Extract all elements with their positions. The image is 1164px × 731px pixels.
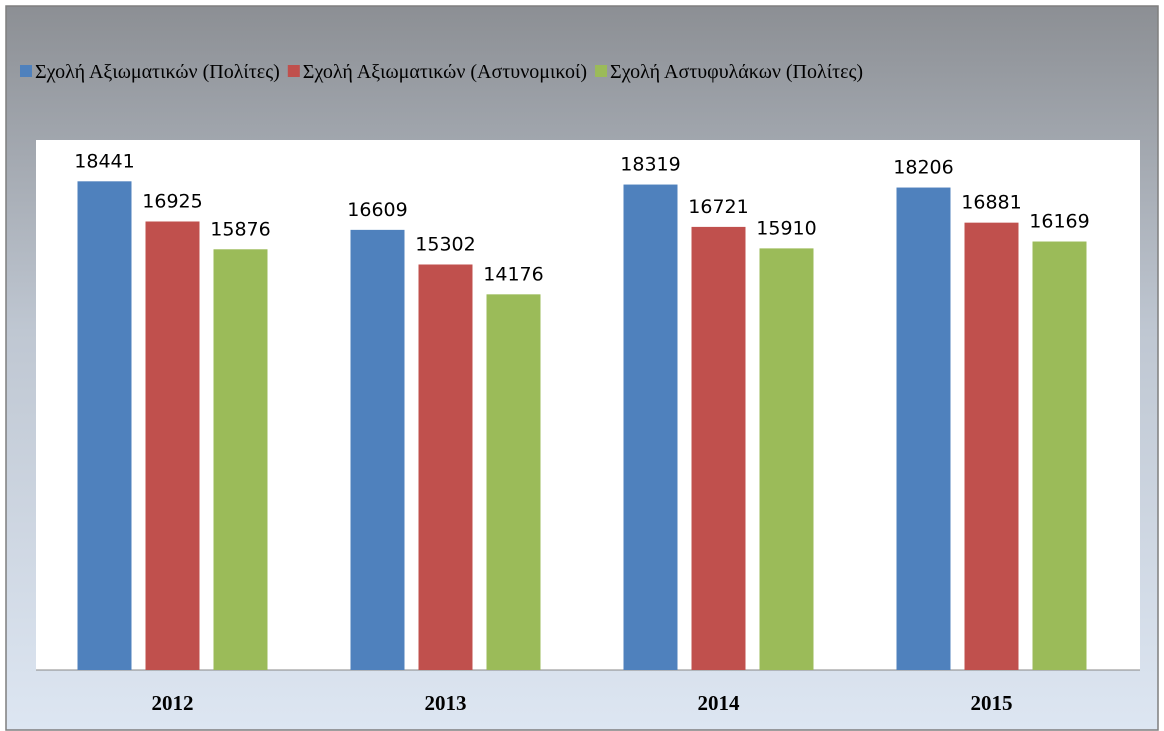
x-tick-label: 2012 xyxy=(152,691,194,715)
legend-label: Σχολή Αξιωματικών (Πολίτες) xyxy=(35,61,280,83)
legend-swatch xyxy=(595,65,608,77)
data-label: 16609 xyxy=(347,199,407,221)
bar xyxy=(759,248,814,670)
data-label: 16169 xyxy=(1029,211,1089,233)
data-label: 16721 xyxy=(688,196,748,218)
data-label: 18319 xyxy=(620,154,680,176)
x-tick-label: 2015 xyxy=(971,691,1013,715)
bar xyxy=(896,187,951,670)
bar xyxy=(691,226,746,670)
data-label: 15302 xyxy=(415,233,475,255)
bar xyxy=(213,249,268,670)
bar xyxy=(418,264,473,670)
data-label: 18206 xyxy=(893,157,953,179)
legend-swatch xyxy=(287,65,300,77)
bar xyxy=(77,181,132,670)
data-label: 16925 xyxy=(142,190,202,212)
x-tick-label: 2013 xyxy=(425,691,467,715)
data-label: 15910 xyxy=(756,217,816,239)
legend-label: Σχολή Αξιωματικών (Αστυνομικοί) xyxy=(303,61,587,83)
x-tick-label: 2014 xyxy=(698,691,741,715)
bar xyxy=(1032,241,1087,671)
bar xyxy=(145,221,200,671)
data-label: 14176 xyxy=(483,263,543,285)
bar xyxy=(350,229,405,670)
legend-swatch xyxy=(20,65,32,77)
data-label: 15876 xyxy=(210,218,270,240)
bar xyxy=(486,294,541,670)
data-label: 16881 xyxy=(961,192,1021,214)
legend-label: Σχολή Αστυφυλάκων (Πολίτες) xyxy=(610,61,863,83)
data-label: 18441 xyxy=(74,150,134,172)
bar xyxy=(623,184,678,670)
bar xyxy=(964,222,1019,670)
